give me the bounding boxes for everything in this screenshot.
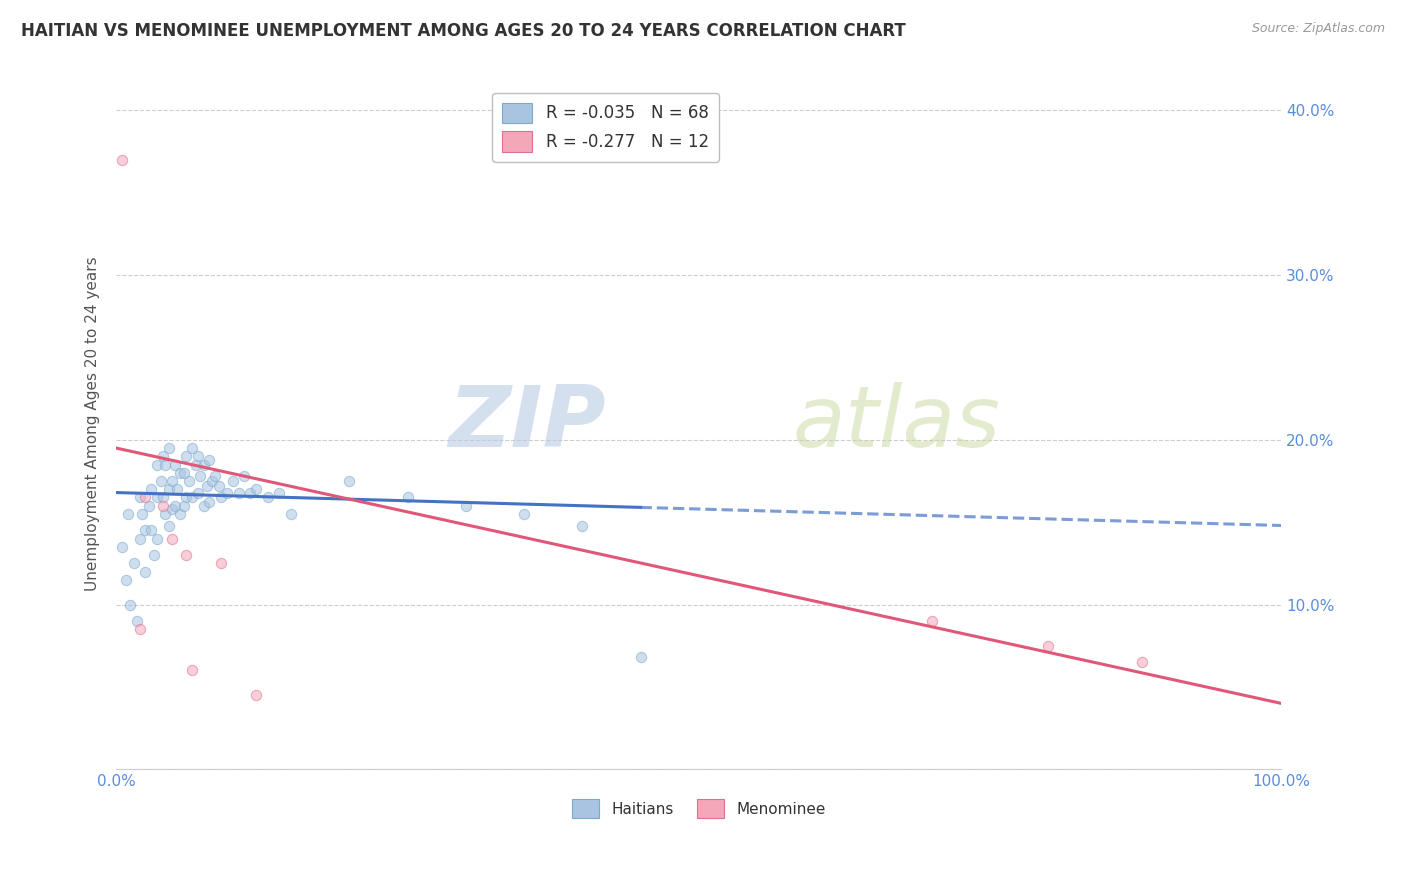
Point (208, 479, 231, 493)
Point (163, 458, 186, 472)
Text: HAITIAN VS MENOMINEE UNEMPLOYMENT AMONG AGES 20 TO 24 YEARS CORRELATION CHART: HAITIAN VS MENOMINEE UNEMPLOYMENT AMONG … (21, 22, 905, 40)
Point (128, 491, 150, 505)
Point (184, 458, 207, 472)
Point (245, 483, 267, 497)
Point (120, 598, 142, 612)
Point (198, 495, 221, 509)
Point (127, 614, 149, 628)
Point (141, 524, 163, 538)
Point (222, 474, 245, 488)
Point (239, 485, 262, 500)
Point (193, 499, 215, 513)
Point (155, 458, 177, 472)
Point (209, 557, 232, 571)
Point (117, 507, 139, 521)
Point (204, 469, 226, 483)
Point (187, 450, 209, 464)
Point (146, 458, 169, 472)
Point (114, 573, 136, 587)
Point (193, 458, 215, 472)
Point (155, 507, 177, 521)
Point (921, 614, 943, 628)
Point (337, 474, 360, 488)
Point (513, 507, 536, 521)
Point (245, 688, 267, 702)
Point (454, 499, 477, 513)
Point (128, 622, 150, 636)
Point (177, 474, 200, 488)
Point (1130, 655, 1153, 669)
Point (195, 479, 218, 493)
Point (160, 532, 183, 546)
Legend: Haitians, Menominee: Haitians, Menominee (565, 793, 832, 824)
Point (160, 502, 183, 516)
Point (233, 469, 256, 483)
Point (187, 485, 209, 500)
Point (134, 524, 156, 538)
Point (152, 450, 174, 464)
Point (134, 491, 156, 505)
Point (146, 491, 169, 505)
Point (630, 650, 652, 665)
Point (157, 518, 180, 533)
Point (174, 450, 197, 464)
Point (166, 483, 188, 497)
Point (152, 499, 174, 513)
Point (201, 474, 224, 488)
Text: atlas: atlas (792, 382, 1000, 465)
Point (111, 153, 134, 167)
Point (209, 491, 232, 505)
Point (215, 485, 238, 500)
Point (134, 565, 156, 579)
Y-axis label: Unemployment Among Ages 20 to 24 years: Unemployment Among Ages 20 to 24 years (86, 256, 100, 591)
Point (198, 452, 221, 467)
Point (1038, 639, 1060, 653)
Point (396, 491, 419, 505)
Point (181, 491, 204, 505)
Point (149, 474, 172, 488)
Point (256, 491, 278, 505)
Point (157, 441, 180, 455)
Point (181, 441, 204, 455)
Text: ZIP: ZIP (449, 382, 606, 465)
Point (122, 557, 145, 571)
Point (128, 532, 150, 546)
Point (269, 485, 291, 500)
Point (146, 532, 169, 546)
Point (181, 664, 204, 678)
Point (571, 518, 593, 533)
Point (174, 491, 197, 505)
Point (173, 499, 195, 513)
Point (174, 548, 197, 562)
Point (169, 507, 191, 521)
Point (163, 499, 186, 513)
Point (131, 507, 153, 521)
Point (160, 474, 183, 488)
Point (111, 540, 134, 554)
Point (152, 491, 174, 505)
Point (157, 483, 180, 497)
Point (173, 466, 195, 480)
Point (228, 485, 250, 500)
Point (138, 499, 160, 513)
Point (142, 548, 165, 562)
Point (169, 466, 191, 480)
Point (188, 469, 211, 483)
Text: Source: ZipAtlas.com: Source: ZipAtlas.com (1251, 22, 1385, 36)
Point (280, 507, 302, 521)
Point (141, 483, 163, 497)
